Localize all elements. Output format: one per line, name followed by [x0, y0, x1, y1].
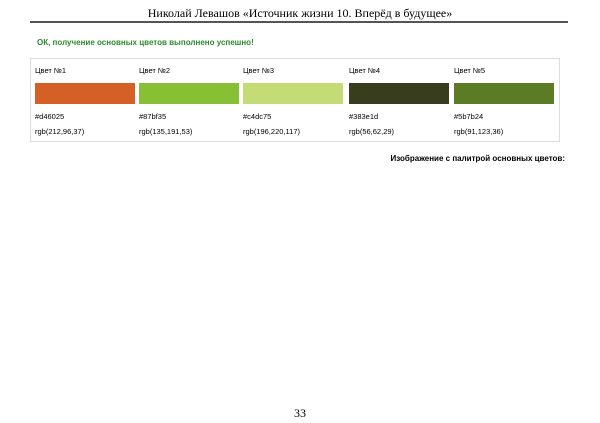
page-header-title: Николай Левашов «Источник жизни 10. Впер… — [147, 6, 453, 20]
color-hex: #d46025 — [35, 112, 65, 121]
color-swatch-5: Цвет №5 #5b7b24 rgb(91,123,36) — [454, 59, 554, 143]
color-hex: #383e1d — [349, 112, 379, 121]
color-label: Цвет №1 — [35, 66, 67, 75]
color-label: Цвет №2 — [139, 66, 171, 75]
color-rgb: rgb(56,62,29) — [349, 127, 395, 136]
palette-card: Цвет №1 #d46025 rgb(212,96,37) Цвет №2 #… — [30, 58, 560, 142]
color-label: Цвет №3 — [243, 66, 275, 75]
success-message: ОК, получение основных цветов выполнено … — [37, 38, 254, 47]
color-box — [454, 83, 554, 104]
palette-image-label: Изображение с палитрой основных цветов: — [390, 154, 565, 163]
color-swatch-2: Цвет №2 #87bf35 rgb(135,191,53) — [139, 59, 239, 143]
color-swatch-1: Цвет №1 #d46025 rgb(212,96,37) — [35, 59, 135, 143]
color-box — [243, 83, 343, 104]
color-rgb: rgb(212,96,37) — [35, 127, 85, 136]
color-label: Цвет №5 — [454, 66, 486, 75]
color-box — [349, 83, 449, 104]
color-hex: #c4dc75 — [243, 112, 272, 121]
color-swatch-3: Цвет №3 #c4dc75 rgb(196,220,117) — [243, 59, 343, 143]
color-rgb: rgb(91,123,36) — [454, 127, 504, 136]
color-hex: #87bf35 — [139, 112, 167, 121]
color-box — [35, 83, 135, 104]
color-swatch-4: Цвет №4 #383e1d rgb(56,62,29) — [349, 59, 449, 143]
header-divider — [30, 21, 568, 23]
color-rgb: rgb(196,220,117) — [243, 127, 300, 136]
color-rgb: rgb(135,191,53) — [139, 127, 193, 136]
color-hex: #5b7b24 — [454, 112, 484, 121]
page-number: 33 — [294, 406, 306, 420]
color-label: Цвет №4 — [349, 66, 381, 75]
color-box — [139, 83, 239, 104]
